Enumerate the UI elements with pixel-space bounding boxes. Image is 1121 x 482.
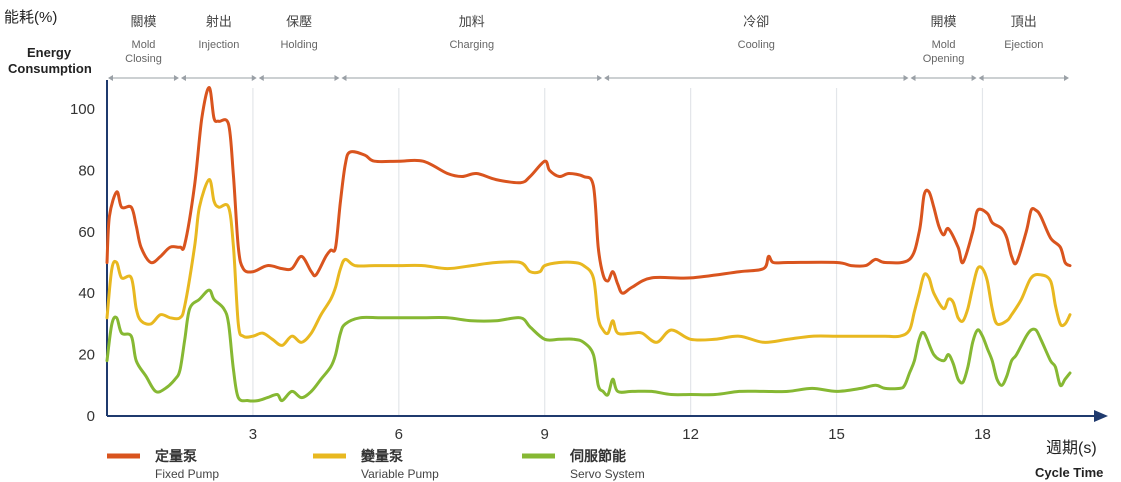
phase-label-zh: 頂出 (1011, 14, 1037, 29)
phase-arrow-right-icon (251, 75, 257, 81)
x-tick-label: 3 (249, 426, 257, 443)
phase-arrow-left-icon (910, 75, 916, 81)
gridlines (252, 88, 984, 416)
phase-label-en: Closing (125, 53, 162, 65)
phase-arrow-left-icon (604, 75, 610, 81)
phase-arrow-left-icon (978, 75, 984, 81)
phase-arrow-right-icon (173, 75, 179, 81)
series-lines (105, 86, 1072, 403)
legend-label-en: Variable Pump (361, 467, 439, 481)
phase-label-en: Holding (280, 39, 317, 51)
phase-label-en: Ejection (1004, 39, 1043, 51)
phase-label-en: Injection (198, 39, 239, 51)
series-line-variable-pump (105, 178, 1072, 347)
phase-label-zh: 開模 (931, 14, 957, 29)
phase-label-en: Opening (923, 53, 965, 65)
y-axis-label-en-line1: Energy (27, 45, 72, 60)
y-tick-label: 80 (78, 162, 95, 179)
y-tick-label: 0 (87, 408, 95, 425)
y-tick-label: 20 (78, 347, 95, 364)
tick-labels: 3 6 9 12 15 18 0 20 40 60 80 100 (70, 101, 991, 443)
x-tick-label: 9 (541, 426, 549, 443)
phase-label-en: Cooling (738, 39, 775, 51)
x-axis-label-zh: 週期(s) (1046, 439, 1097, 457)
legend-label-en: Fixed Pump (155, 467, 219, 481)
y-tick-label: 100 (70, 101, 95, 118)
phase-label-en: Mold (932, 39, 956, 51)
phase-arrow-left-icon (108, 75, 113, 81)
legend-label-en: Servo System (570, 467, 645, 481)
legend-label-zh: 變量泵 (361, 448, 403, 464)
phase-arrow-right-icon (334, 75, 340, 81)
phase-label-zh: 加料 (459, 14, 485, 29)
series-line-fixed-pump (105, 86, 1072, 295)
legend-label-zh: 定量泵 (155, 448, 197, 464)
phase-label-zh: 關模 (130, 14, 156, 29)
phase-arrow-right-icon (903, 75, 909, 81)
process-phase-band: 關模 Mold Closing 射出 Injection 保壓 Holding 加料 Charg… (108, 14, 1069, 81)
phase-label-zh: 射出 (206, 14, 232, 29)
phase-arrow-left-icon (180, 75, 186, 81)
x-tick-label: 12 (682, 426, 699, 443)
phase-label-zh: 保壓 (286, 14, 312, 29)
x-tick-label: 18 (974, 426, 991, 443)
phase-arrow-right-icon (971, 75, 977, 81)
phase-label-en: Mold (132, 39, 156, 51)
legend-label-zh: 伺服節能 (569, 448, 626, 464)
y-axis-label-en-line2: Consumption (8, 61, 92, 76)
phase-arrow-right-icon (597, 75, 603, 81)
x-axis-arrow-icon (1094, 410, 1108, 422)
phase-arrow-left-icon (258, 75, 264, 81)
x-axis-label-en: Cycle Time (1035, 465, 1103, 480)
series-line-servo-system (105, 288, 1072, 403)
y-tick-label: 40 (78, 285, 95, 302)
x-tick-label: 6 (395, 426, 403, 443)
phase-label-zh: 冷卻 (743, 14, 769, 29)
phase-arrow-left-icon (341, 75, 347, 81)
phase-label-en: Charging (449, 39, 494, 51)
legend: 定量泵 Fixed Pump 變量泵 Variable Pump 伺服節能 Servo S… (107, 448, 645, 481)
y-tick-label: 60 (78, 224, 95, 241)
y-axis-label-zh: 能耗(%) (4, 9, 57, 26)
phase-arrow-right-icon (1064, 75, 1069, 81)
x-tick-label: 15 (828, 426, 845, 443)
